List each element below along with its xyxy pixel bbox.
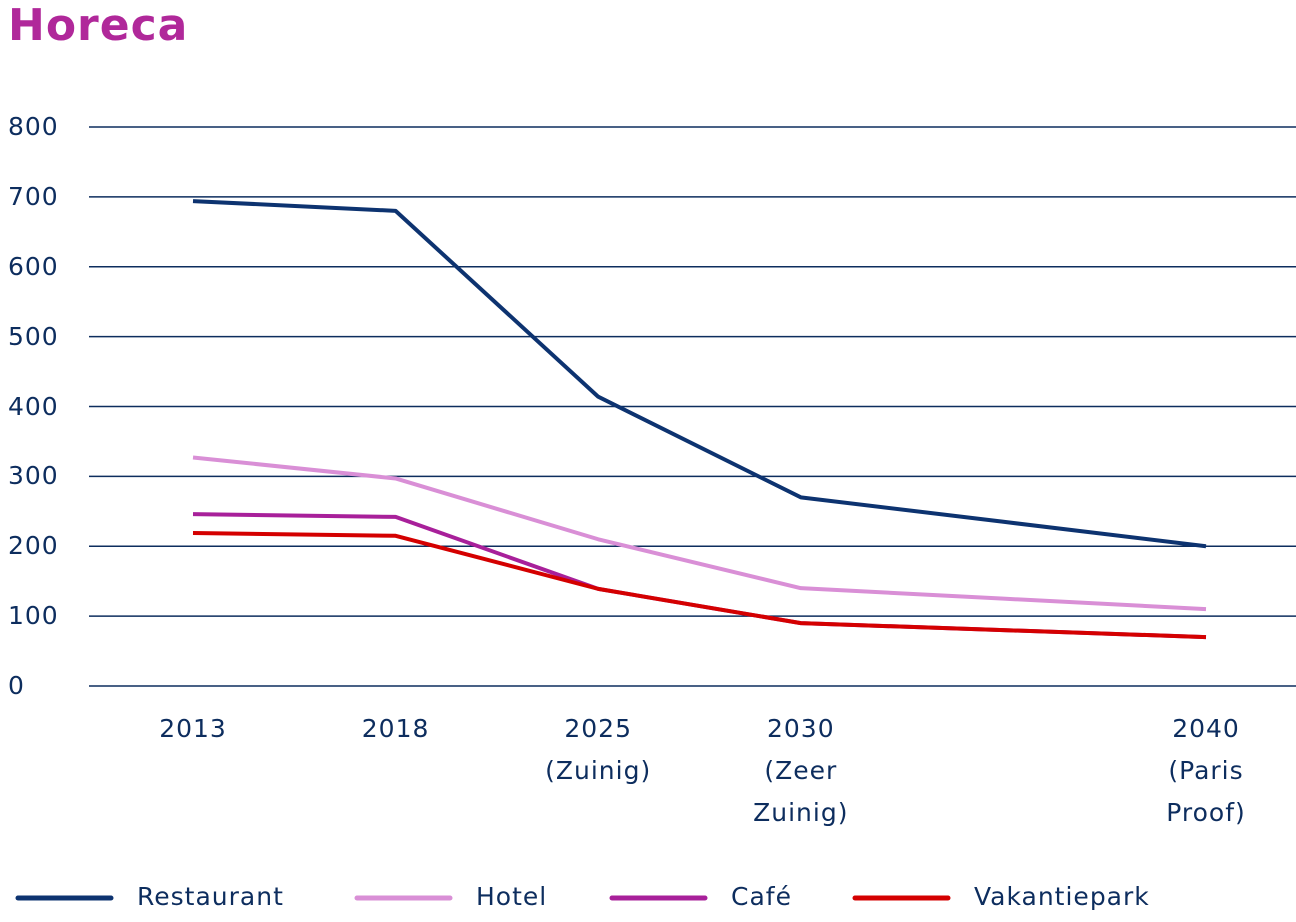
x-tick-label: 2030 (Zeer Zuinig) — [753, 714, 849, 827]
y-tick-label: 0 — [8, 671, 25, 700]
y-tick-label: 200 — [8, 531, 59, 561]
x-tick-label: 2040 (Paris Proof) — [1166, 714, 1246, 827]
line — [192, 530, 1207, 640]
y-tick-label: 700 — [8, 181, 59, 211]
line — [192, 199, 1207, 549]
y-tick-label: 800 — [8, 112, 59, 141]
legend-label: Café — [731, 882, 792, 911]
y-tick-label: 500 — [8, 321, 59, 351]
legend-label: Vakantiepark — [974, 882, 1150, 911]
x-tick-label: 2018 — [361, 714, 430, 743]
y-tick-label: 600 — [8, 251, 59, 281]
x-tick-label: 2013 — [159, 714, 227, 743]
chart-title: Horeca — [8, 0, 189, 51]
y-tick-label: 400 — [8, 391, 59, 421]
y-tick-label: 300 — [8, 461, 59, 491]
y-tick-label: 100 — [8, 601, 59, 631]
legend-label: Restaurant — [137, 882, 284, 911]
line — [192, 455, 1207, 612]
x-tick-label: 2025 (Zuinig) — [545, 714, 652, 785]
line — [192, 512, 1207, 640]
legend-label: Hotel — [476, 882, 548, 911]
